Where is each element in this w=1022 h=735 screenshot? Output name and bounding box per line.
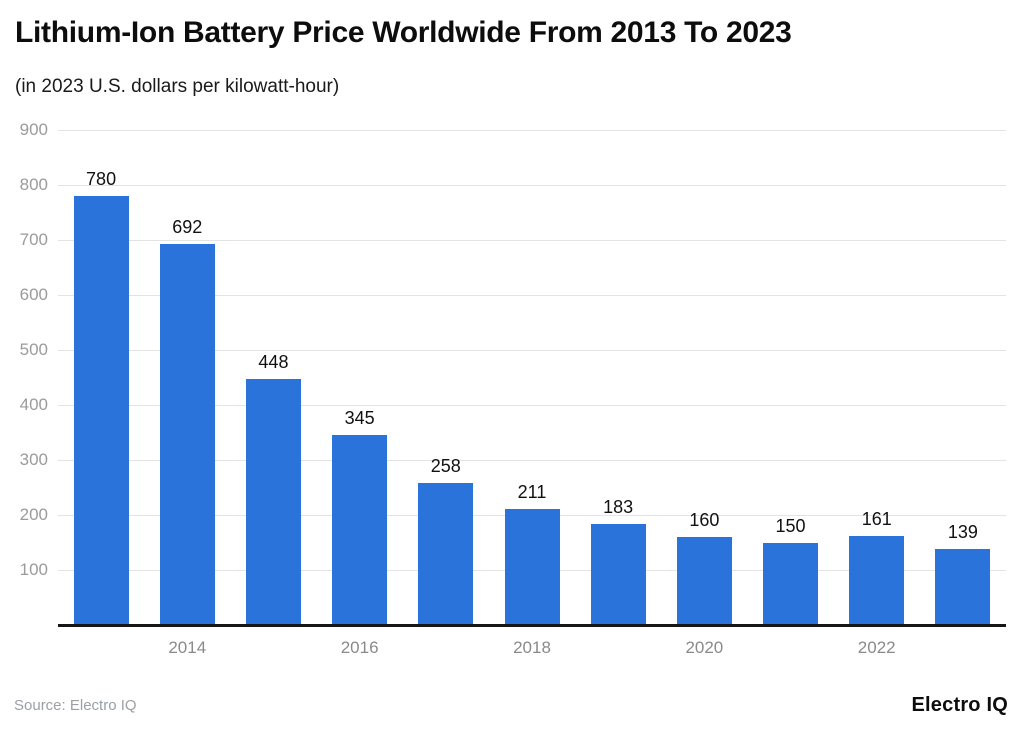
bar-2019 [590, 524, 646, 625]
bar-2015 [245, 378, 301, 625]
gridline-500 [58, 349, 1006, 351]
value-label-2014: 692 [172, 217, 203, 238]
bar-2016 [332, 435, 388, 625]
y-tick-label-900: 900 [19, 120, 48, 139]
bar-2018 [504, 508, 560, 625]
gridline-700 [58, 239, 1006, 241]
x-axis-line [58, 624, 1006, 627]
x-tick-label-2020: 2020 [685, 638, 724, 657]
value-label-2016: 345 [344, 408, 375, 429]
value-label-2015: 448 [258, 351, 289, 372]
value-label-2022: 161 [861, 509, 892, 530]
bar-2023 [935, 548, 991, 625]
x-tick-label-2018: 2018 [513, 638, 551, 657]
bar-2013 [73, 196, 129, 625]
value-label-2013: 780 [86, 169, 117, 189]
y-tick-label-200: 200 [19, 505, 48, 524]
x-tick-label-2022: 2022 [857, 638, 896, 657]
bar-2022 [849, 536, 905, 625]
footer: Source: Electro IQ Electro IQ [14, 688, 1008, 722]
y-tick-label-600: 600 [19, 285, 48, 304]
chart-subtitle: (in 2023 U.S. dollars per kilowatt-hour) [15, 76, 340, 97]
value-label-2017: 258 [430, 456, 461, 477]
y-tick-label-500: 500 [19, 340, 48, 359]
y-tick-label-700: 700 [19, 230, 48, 249]
bar-2014 [159, 244, 215, 625]
y-tick-label-800: 800 [19, 175, 48, 194]
value-label-2023: 139 [947, 521, 978, 542]
chart-title: Lithium-Ion Battery Price Worldwide From… [15, 16, 792, 49]
gridline-900 [58, 129, 1006, 131]
y-tick-label-300: 300 [19, 450, 48, 469]
gridline-400 [58, 404, 1006, 406]
source-text: Source: Electro IQ [14, 696, 137, 714]
x-tick-label-2014: 2014 [168, 638, 207, 657]
bar-2020 [676, 537, 732, 625]
bar-2017 [418, 483, 474, 625]
value-label-2021: 150 [775, 515, 806, 536]
bar-2021 [763, 542, 819, 625]
gridline-600 [58, 294, 1006, 296]
gridline-800 [58, 184, 1006, 186]
brand-logo: Electro IQ [911, 693, 1008, 716]
y-tick-label-100: 100 [19, 560, 48, 579]
y-tick-label-400: 400 [19, 395, 48, 414]
value-label-2020: 160 [689, 510, 720, 530]
gridline-300 [58, 459, 1006, 461]
value-label-2018: 211 [517, 481, 547, 502]
x-tick-label-2016: 2016 [340, 638, 379, 657]
value-label-2019: 183 [603, 497, 634, 518]
